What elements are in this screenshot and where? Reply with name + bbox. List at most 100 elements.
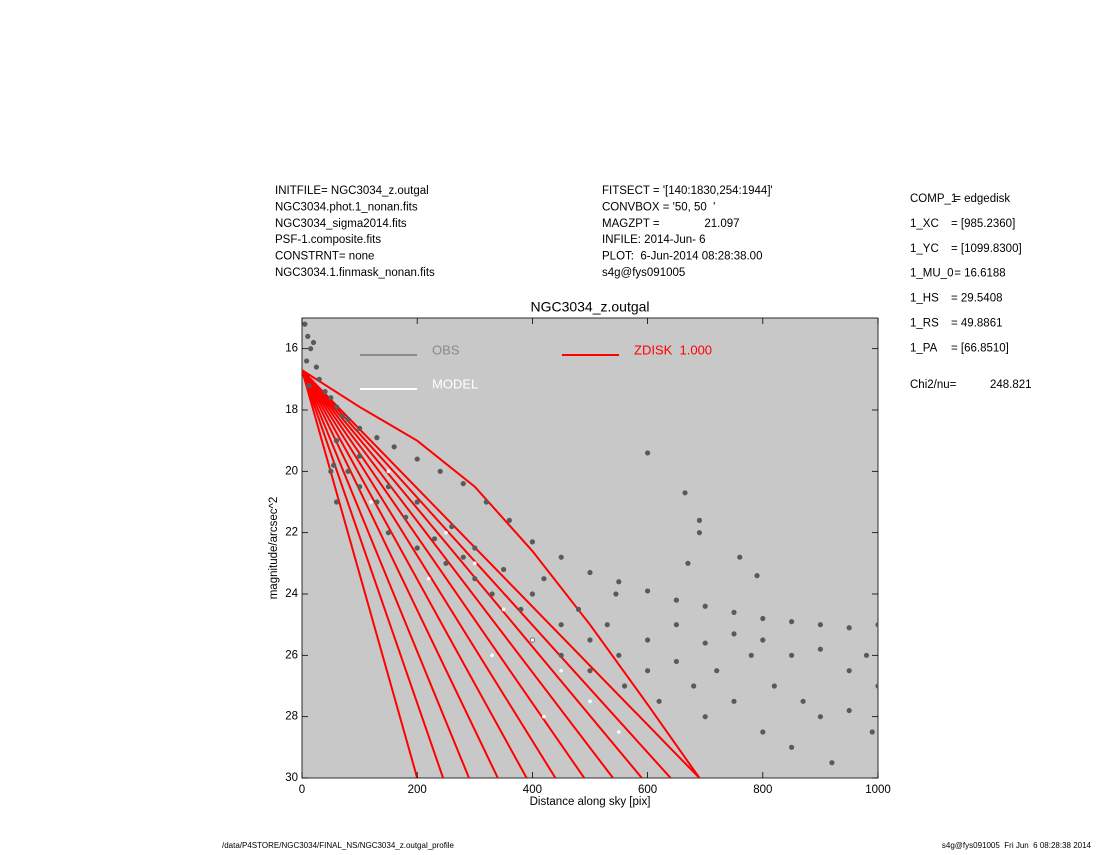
param-value: = [66.8510]	[951, 342, 1009, 354]
data-point	[656, 698, 662, 704]
data-point	[386, 469, 391, 474]
data-point	[645, 668, 651, 674]
param-name: 1_HS	[910, 293, 939, 305]
header-line: INITFILE= NGC3034_z.outgal	[275, 185, 429, 197]
y-tick-label: 30	[285, 772, 298, 784]
data-point	[587, 569, 593, 576]
param-name: 1_PA	[910, 342, 938, 354]
data-point	[875, 683, 878, 689]
data-point	[414, 499, 420, 505]
data-point	[414, 545, 420, 551]
data-point	[529, 591, 536, 597]
data-point	[760, 615, 766, 622]
data-point	[604, 622, 610, 628]
header-line: s4g@fys091005	[602, 267, 685, 279]
data-point	[331, 462, 337, 468]
data-point	[490, 653, 494, 658]
data-point	[846, 625, 852, 631]
data-point	[357, 425, 363, 431]
y-axis-label: magnitude/arcsec^2	[268, 497, 280, 600]
data-point	[316, 376, 322, 382]
data-point	[613, 591, 619, 597]
data-point	[789, 744, 795, 750]
data-point	[587, 637, 593, 643]
param-value: = 16.6188	[951, 268, 1006, 280]
data-point	[308, 346, 314, 352]
header-line: NGC3034.phot.1_nonan.fits	[275, 201, 418, 213]
data-point	[588, 699, 592, 704]
header-line: MAGZPT = 21.097	[602, 218, 740, 230]
data-point	[305, 333, 311, 339]
x-tick-label: 200	[408, 784, 427, 796]
data-point	[846, 668, 852, 674]
data-point	[696, 530, 703, 536]
data-point	[748, 652, 754, 658]
param-value: = edgedisk	[951, 193, 1010, 205]
data-point	[685, 560, 691, 566]
y-tick-label: 20	[285, 465, 298, 477]
data-point	[313, 364, 319, 370]
data-point	[345, 468, 351, 474]
data-point	[875, 622, 878, 628]
data-point	[403, 514, 409, 520]
data-point	[530, 638, 535, 642]
data-point	[817, 622, 824, 628]
header-line: INFILE: 2014-Jun- 6	[602, 234, 706, 246]
model-line	[302, 369, 701, 778]
y-tick-label: 28	[285, 711, 298, 723]
x-axis-label: Distance along sky [pix]	[530, 796, 651, 808]
data-point	[682, 490, 688, 496]
data-point	[616, 652, 622, 658]
data-point	[789, 652, 795, 658]
y-tick-label: 26	[285, 649, 298, 661]
data-point	[328, 468, 334, 474]
param-name: COMP_1	[910, 193, 957, 205]
data-point	[702, 640, 708, 646]
param-value: = [1099.8300]	[951, 243, 1022, 255]
param-name: 1_RS	[910, 318, 939, 330]
data-point	[754, 573, 760, 579]
data-point	[760, 729, 766, 735]
data-point	[789, 619, 795, 625]
data-point	[575, 606, 582, 612]
legend-label: ZDISK 1.000	[634, 342, 712, 357]
data-point	[731, 698, 737, 704]
data-point	[559, 668, 563, 673]
data-point	[460, 481, 466, 487]
data-point	[333, 438, 340, 444]
x-tick-label: 1000	[865, 784, 891, 796]
data-point	[731, 631, 737, 637]
data-point	[645, 637, 651, 643]
data-point	[444, 530, 448, 535]
data-point	[374, 435, 380, 441]
data-point	[691, 683, 697, 689]
chart-title: NGC3034_z.outgal	[530, 299, 649, 315]
data-point	[501, 566, 507, 573]
data-point	[472, 545, 478, 551]
data-point	[817, 646, 824, 652]
data-point	[760, 637, 766, 643]
data-point	[339, 413, 345, 419]
param-name: 1_XC	[910, 218, 939, 230]
header-line: NGC3034_sigma2014.fits	[275, 218, 407, 230]
data-point	[714, 668, 720, 674]
data-point	[473, 561, 477, 566]
data-point	[431, 536, 438, 542]
header-line: CONVBOX = '50, 50 '	[602, 201, 715, 213]
chi2-label: Chi2/nu=	[910, 379, 957, 391]
data-point	[322, 389, 328, 395]
x-tick-label: 600	[638, 784, 657, 796]
param-name: 1_YC	[910, 243, 939, 255]
data-point	[645, 588, 651, 594]
data-point	[483, 499, 489, 505]
data-point	[617, 730, 621, 734]
param-name: 1_MU_0	[910, 268, 953, 280]
data-point	[501, 607, 506, 612]
data-point	[357, 484, 363, 490]
data-point	[369, 500, 373, 504]
data-point	[616, 579, 622, 585]
data-point	[541, 576, 547, 582]
data-point	[391, 444, 397, 450]
